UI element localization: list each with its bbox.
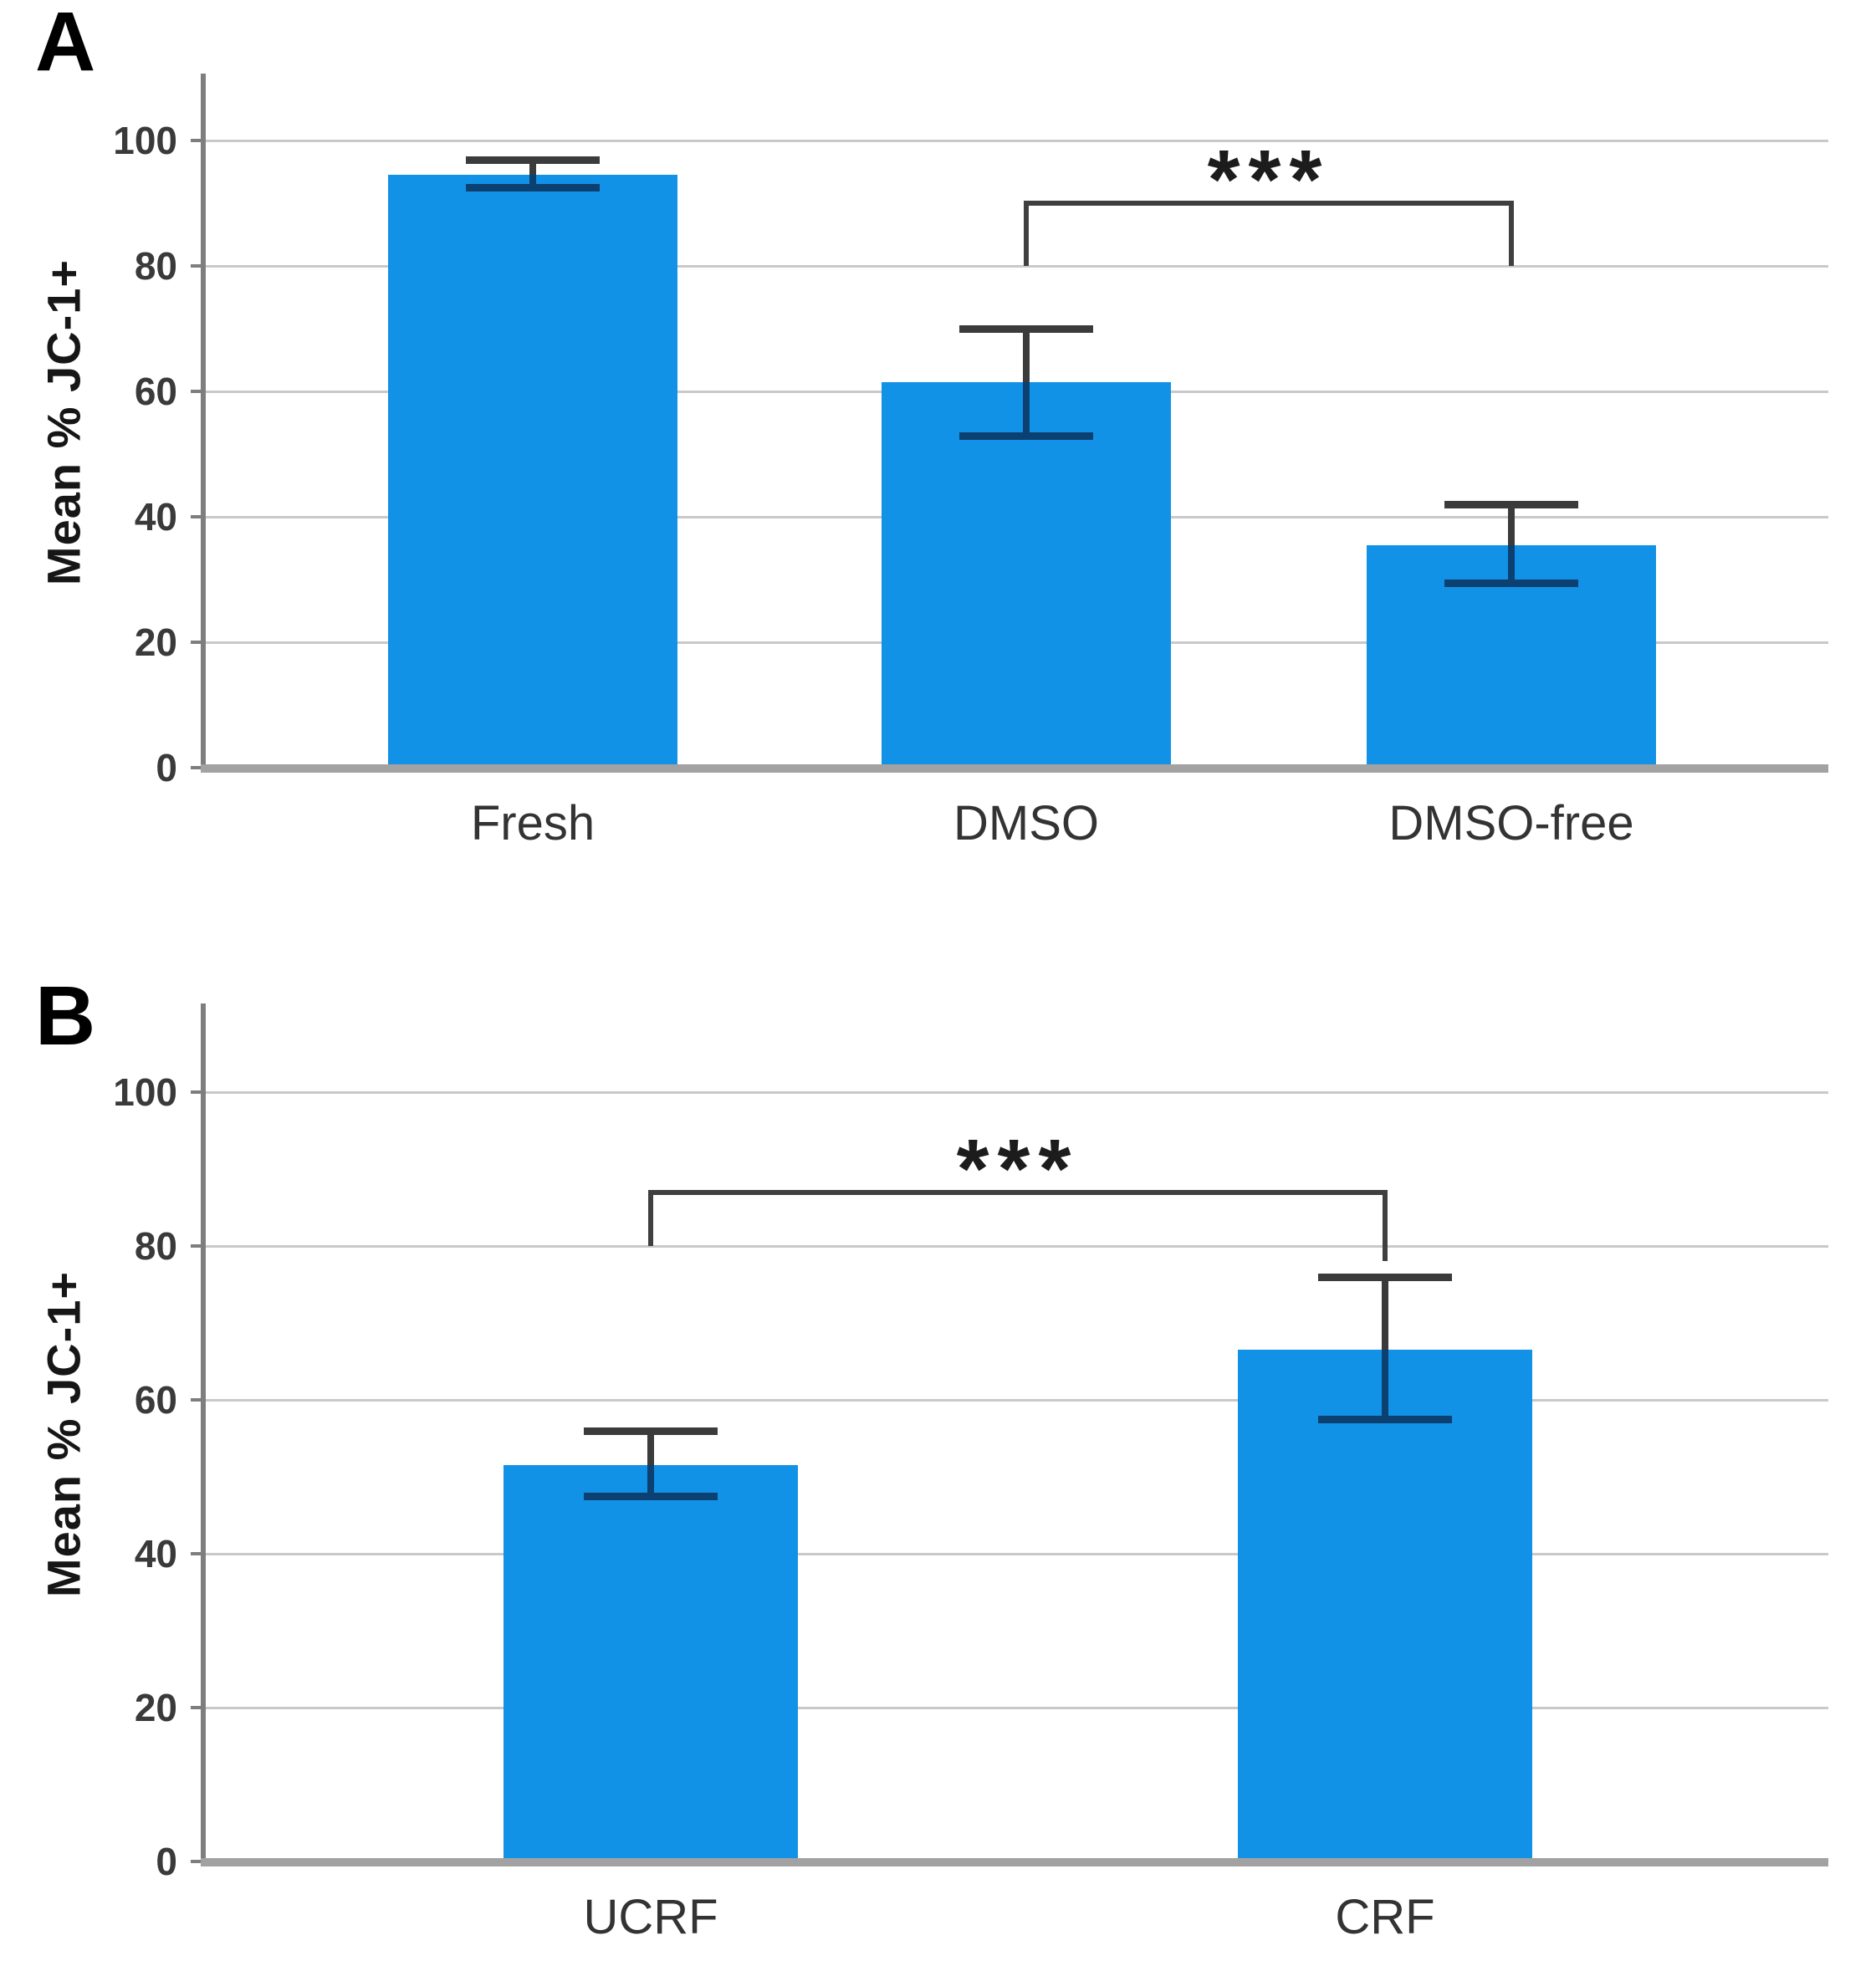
y-tick-mark-20 bbox=[191, 641, 206, 644]
y-tick-label-20: 20 bbox=[134, 620, 177, 664]
y-tick-label-40: 40 bbox=[134, 1532, 177, 1575]
gridline-40 bbox=[206, 1553, 1828, 1555]
x-tick-label-ucrf: UCRF bbox=[583, 1890, 718, 1944]
y-tick-label-60: 60 bbox=[134, 370, 177, 413]
y-tick-label-80: 80 bbox=[134, 244, 177, 288]
y-tick-mark-80 bbox=[191, 264, 206, 268]
y-tick-mark-0 bbox=[191, 1860, 206, 1863]
gridline-80 bbox=[206, 265, 1828, 268]
panel-b-letter: B bbox=[35, 969, 96, 1063]
x-tick-label-crf: CRF bbox=[1335, 1890, 1435, 1944]
error-bar-lower-dmso bbox=[1023, 381, 1030, 436]
gridline-20 bbox=[206, 1707, 1828, 1709]
significance-bracket-right-drop bbox=[1383, 1189, 1388, 1262]
x-axis-line bbox=[201, 1858, 1828, 1866]
y-tick-mark-100 bbox=[191, 139, 206, 142]
error-bar-cap-bottom-crf bbox=[1318, 1416, 1452, 1423]
significance-bracket-left-drop bbox=[1024, 201, 1029, 266]
error-bar-cap-top-fresh bbox=[466, 156, 600, 164]
error-bar-upper-fresh bbox=[529, 159, 536, 176]
bar-dmso bbox=[882, 381, 1171, 771]
y-tick-label-0: 0 bbox=[156, 746, 177, 789]
error-bar-lower-fresh bbox=[529, 175, 536, 188]
gridline-80 bbox=[206, 1245, 1828, 1248]
y-tick-mark-20 bbox=[191, 1706, 206, 1709]
error-bar-lower-ucrf bbox=[647, 1465, 654, 1496]
y-tick-mark-0 bbox=[191, 766, 206, 769]
y-tick-label-0: 0 bbox=[156, 1840, 177, 1883]
error-bar-cap-bottom-fresh bbox=[466, 184, 600, 192]
panel-a-y-axis-title: Mean % JC-1+ bbox=[37, 258, 90, 586]
y-tick-label-60: 60 bbox=[134, 1378, 177, 1422]
error-bar-cap-top-ucrf bbox=[584, 1427, 718, 1435]
y-tick-mark-100 bbox=[191, 1090, 206, 1094]
y-tick-mark-80 bbox=[191, 1244, 206, 1248]
y-tick-label-100: 100 bbox=[113, 119, 177, 162]
significance-label: *** bbox=[1207, 133, 1331, 227]
significance-bracket-horizontal bbox=[1026, 201, 1511, 206]
significance-bracket-right-drop bbox=[1509, 201, 1514, 266]
x-tick-label-fresh: Fresh bbox=[470, 796, 596, 850]
gridline-100 bbox=[206, 1091, 1828, 1094]
error-bar-upper-ucrf bbox=[647, 1430, 654, 1466]
panel-a-letter: A bbox=[35, 0, 96, 89]
x-tick-label-dmso-free: DMSO-free bbox=[1388, 796, 1634, 850]
error-bar-upper-dmso-free bbox=[1508, 504, 1515, 545]
y-tick-mark-40 bbox=[191, 515, 206, 518]
y-tick-mark-40 bbox=[191, 1552, 206, 1555]
gridline-60 bbox=[206, 1399, 1828, 1402]
bar-crf bbox=[1238, 1350, 1532, 1865]
y-axis-line bbox=[201, 74, 206, 772]
significance-bracket-left-drop bbox=[648, 1189, 653, 1246]
error-bar-cap-bottom-dmso bbox=[959, 431, 1093, 440]
significance-bracket-horizontal bbox=[651, 1189, 1385, 1195]
significance-label: *** bbox=[956, 1121, 1080, 1216]
error-bar-lower-crf bbox=[1382, 1350, 1388, 1419]
y-tick-label-80: 80 bbox=[134, 1224, 177, 1268]
y-axis-line bbox=[201, 1003, 206, 1866]
y-tick-label-40: 40 bbox=[134, 495, 177, 539]
error-bar-upper-dmso bbox=[1023, 329, 1030, 382]
y-tick-label-20: 20 bbox=[134, 1686, 177, 1729]
error-bar-cap-bottom-dmso-free bbox=[1444, 579, 1578, 587]
y-tick-mark-60 bbox=[191, 390, 206, 393]
error-bar-cap-top-dmso-free bbox=[1444, 501, 1578, 508]
y-tick-mark-60 bbox=[191, 1398, 206, 1402]
bar-fresh bbox=[388, 175, 677, 771]
gridline-100 bbox=[206, 140, 1828, 142]
error-bar-cap-top-crf bbox=[1318, 1273, 1452, 1281]
bar-ucrf bbox=[504, 1465, 798, 1865]
error-bar-lower-dmso-free bbox=[1508, 544, 1515, 583]
error-bar-cap-top-dmso bbox=[959, 325, 1093, 333]
x-axis-line bbox=[201, 764, 1828, 773]
error-bar-upper-crf bbox=[1382, 1276, 1388, 1351]
y-tick-label-100: 100 bbox=[113, 1070, 177, 1114]
error-bar-cap-bottom-ucrf bbox=[584, 1493, 718, 1500]
x-tick-label-dmso: DMSO bbox=[953, 796, 1099, 850]
